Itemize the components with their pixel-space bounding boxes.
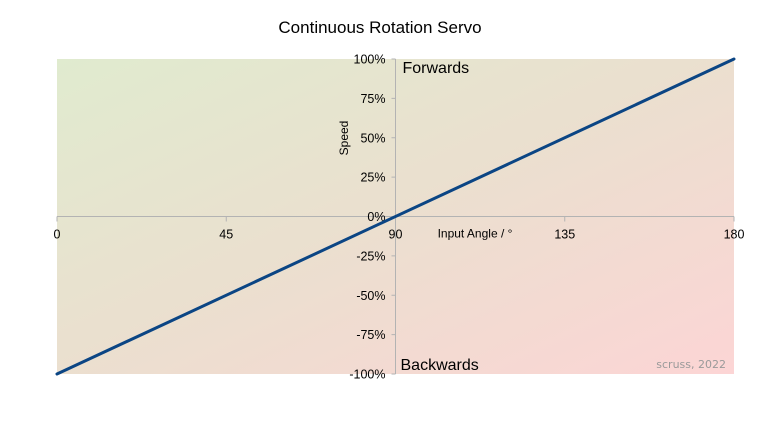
x-tick-label: 135 [554,228,575,242]
x-tick-label: 0 [54,228,61,242]
y-tick-label: 100% [354,53,386,67]
x-tick-label: 90 [389,228,403,242]
forwards-annotation: Forwards [403,60,470,77]
y-tick-label: 50% [360,131,385,145]
y-tick-label: -25% [356,249,385,263]
chart-title: Continuous Rotation Servo [278,18,481,37]
series-layer [55,57,736,376]
y-axis-label: Speed [337,121,351,156]
credit-text: scruss, 2022 [656,358,726,371]
y-tick-label: -50% [356,289,385,303]
y-tick-label: 0% [367,210,385,224]
x-axis-label: Input Angle / ° [438,227,513,241]
y-tick-label: -100% [349,368,385,382]
x-tick-label: 45 [219,228,233,242]
x-tick-labels: 0 45 90 135 180 [54,216,745,242]
x-tick-label: 180 [724,228,745,242]
y-tick-labels: 100% 75% 50% 25% 0% -25% -50% -75% -100% [349,53,396,382]
y-tick-label: -75% [356,328,385,342]
series-line [55,57,736,376]
backwards-annotation: Backwards [401,357,479,374]
y-tick-label: 25% [360,171,385,185]
y-tick-label: 75% [360,92,385,106]
